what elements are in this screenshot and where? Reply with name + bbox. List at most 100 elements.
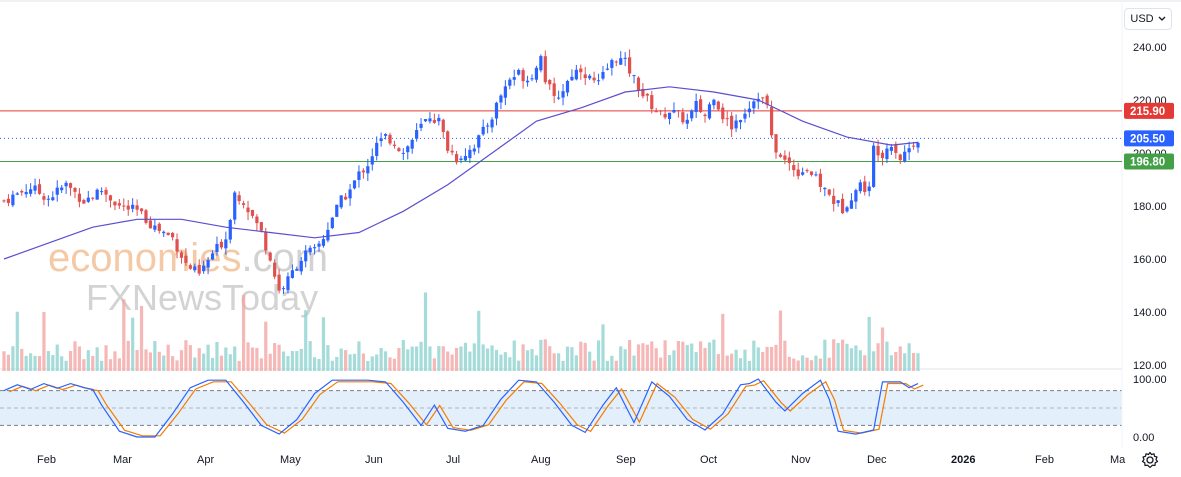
volume-bar <box>100 360 104 371</box>
volume-bar <box>255 347 259 371</box>
watermark-fxnewstoday: FXNewsToday <box>86 277 318 318</box>
volume-bar <box>517 360 521 371</box>
y-tick-label: 140.00 <box>1133 307 1167 319</box>
candle-body <box>126 205 130 210</box>
x-tick-label: Nov <box>791 454 811 466</box>
candle-body <box>517 69 521 75</box>
stoch-band <box>0 390 1122 426</box>
volume-bar <box>277 344 281 371</box>
volume-bar <box>108 359 113 371</box>
volume-bar <box>423 292 428 371</box>
candle-body <box>6 198 11 203</box>
volume-bar <box>481 344 485 371</box>
candle-body <box>42 196 46 200</box>
volume-bar <box>104 345 108 371</box>
candle-body <box>570 76 574 81</box>
currency-label: USD <box>1130 13 1154 25</box>
volume-bar <box>867 316 871 371</box>
candle-body <box>530 78 534 80</box>
volume-bar <box>237 360 241 371</box>
candle-body <box>885 148 889 160</box>
volume-bar <box>295 351 299 371</box>
volume-bar <box>290 351 294 371</box>
volume-bar <box>157 351 161 371</box>
volume-bar <box>42 312 46 371</box>
candle-body <box>423 119 428 122</box>
volume-bar <box>743 349 747 371</box>
levels <box>0 110 1122 162</box>
candle-body <box>2 200 6 202</box>
volume-bar <box>273 343 277 371</box>
volume-bar <box>415 346 419 371</box>
candle-body <box>415 130 419 139</box>
candle-body <box>827 189 831 195</box>
volume-bar <box>410 346 414 371</box>
volume-bar <box>11 346 15 371</box>
candle-body <box>179 252 184 258</box>
x-axis: Feb Mar Apr May Jun Jul Aug Sep Oct Nov … <box>37 454 1126 466</box>
volume-bar <box>818 358 822 371</box>
volume-bar <box>68 350 73 371</box>
candle-body <box>889 147 893 151</box>
volume-bar <box>6 354 11 371</box>
volume-bar <box>401 340 405 371</box>
candle-body <box>277 274 281 291</box>
candle-body <box>552 83 556 96</box>
candle-body <box>339 195 343 208</box>
x-tick-label: Dec <box>867 454 887 466</box>
candle-body <box>432 119 436 123</box>
candle-body <box>348 189 352 199</box>
x-tick-label: Feb <box>37 454 56 466</box>
volume-bar <box>184 340 188 371</box>
settings-gear-icon[interactable] <box>1140 450 1160 470</box>
volume-bar <box>454 347 459 371</box>
volume-bar <box>863 355 867 371</box>
candle-body <box>95 189 99 200</box>
candle-body <box>255 216 259 224</box>
volume-bar <box>131 317 135 371</box>
candle-body <box>903 151 907 162</box>
candle-body <box>832 195 836 204</box>
y-axis: 240.00 220.00 200.00 180.00 160.00 140.0… <box>1133 42 1167 444</box>
volume-bar <box>641 343 645 371</box>
candle-body <box>29 189 33 194</box>
currency-selector[interactable]: USD <box>1124 8 1172 30</box>
volume-bar <box>117 358 121 371</box>
volume-bar <box>326 345 330 371</box>
candles <box>2 49 920 295</box>
candle-body <box>849 200 854 209</box>
volume-bar <box>734 349 738 371</box>
volume-bar <box>122 299 126 371</box>
volume-bar <box>561 360 565 371</box>
volume-bar <box>241 295 246 371</box>
volume-bar <box>512 340 516 371</box>
volume-bar <box>499 354 503 371</box>
candle-body <box>162 231 166 234</box>
candle-body <box>840 198 845 214</box>
volume-bar <box>477 310 481 371</box>
candle-body <box>157 223 161 231</box>
volume-bar <box>650 341 654 371</box>
volume-bar <box>490 345 494 371</box>
candle-body <box>814 174 818 176</box>
candle-body <box>707 104 712 119</box>
candle-body <box>463 156 468 161</box>
volume-bar <box>539 339 543 371</box>
volume-bar <box>698 341 703 371</box>
volume-bar <box>392 358 397 371</box>
candle-body <box>663 113 667 118</box>
volume-bar <box>446 351 450 371</box>
candle-body <box>428 118 432 122</box>
candle-body <box>113 201 117 206</box>
volume-bar <box>610 355 614 371</box>
candle-body <box>148 220 153 229</box>
volume-bar <box>463 342 468 371</box>
volume-bar <box>388 357 392 371</box>
candle-body <box>184 255 188 263</box>
volume-bar <box>552 353 556 371</box>
candle-body <box>632 75 636 77</box>
volume-bar <box>219 355 224 371</box>
candle-body <box>508 79 512 86</box>
volume-bar <box>321 317 326 371</box>
